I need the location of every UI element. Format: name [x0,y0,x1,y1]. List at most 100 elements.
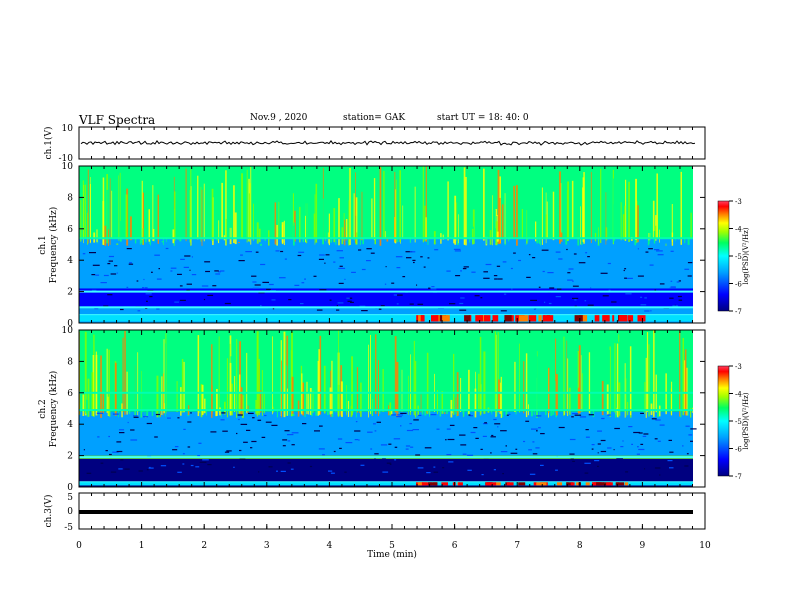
spectrogram-streak [491,349,493,415]
spectrogram-hot-spot [533,482,537,486]
spectrogram-speckle [378,308,382,310]
spectrogram-speckle [252,417,255,419]
spectrogram-streak [399,170,401,242]
spectrogram-speckle [215,273,221,275]
spectrogram-streak [492,195,493,246]
spectrogram-speckle [144,287,148,289]
spectrogram-streak [671,204,673,243]
spectrogram-speckle [177,273,182,275]
ch3-tick-minus5: -5 [64,523,73,533]
spectrogram-streak [675,203,676,242]
spectrogram-streak [402,205,404,239]
spectrogram-speckle [428,287,431,289]
spectrogram-streak [281,360,282,418]
spectrogram-layer [79,288,693,308]
spectrogram-speckle [280,250,284,253]
spectrogram-speckle [319,254,325,256]
spectrogram-speckle [174,301,179,303]
spectrogram-streak [297,400,300,417]
spectrogram-streak [301,373,303,415]
spectrogram-speckle [358,439,360,441]
spectrogram-speckle [325,254,330,256]
spectrogram-streak [100,355,102,418]
spectrogram-streak [578,345,581,414]
spectrogram-speckle [240,254,243,256]
spectrogram-streak [653,330,655,417]
spectrogram-speckle [409,303,414,305]
spectrogram-streak [453,238,455,244]
spectrogram-streak [144,363,146,415]
spectrogram-speckle [239,449,242,452]
spectrogram-speckle [138,470,143,472]
spectrogram-streak [410,354,411,413]
spectrogram-streak [91,372,94,417]
spectrogram-speckle [607,414,611,416]
spectrogram-speckle [659,424,665,426]
spectrogram-streak [238,242,240,244]
spectrogram-speckle [374,453,379,455]
spectrogram-streak [616,343,619,418]
colorbar-tick-label: -6 [735,446,742,454]
spectrogram-speckle [118,468,123,470]
spectrogram-speckle [406,429,414,432]
spectrogram-speckle [447,438,455,441]
spectrogram-streak [384,231,386,240]
spectrogram-speckle [466,454,474,456]
spectrogram-streak [501,335,504,418]
spectrogram-speckle [506,414,509,416]
spectrogram-speckle [459,309,467,311]
spectrogram-speckle [532,257,536,259]
spectrogram-speckle [149,296,153,298]
spectrogram-speckle [248,412,254,414]
spectrogram-speckle [238,260,245,262]
spectrogram-speckle [526,276,531,278]
spectrogram-speckle [669,297,674,299]
spectrogram-speckle [530,299,537,301]
spectrogram-streak [597,178,600,246]
spectrogram-speckle [640,412,644,414]
spectrogram-streak [221,182,223,239]
spectrogram-streak [601,380,604,416]
spectrogram-hot-spot [570,482,575,486]
spectrogram-streak [581,226,583,246]
spectrogram-streak [286,388,288,416]
spectrogram-speckle [148,467,154,469]
spectrogram-speckle [183,428,186,430]
spectrogram-band [79,456,693,459]
spectrogram-speckle [544,301,546,303]
spectrogram-streak [335,353,337,413]
time-tick-label: 9 [640,541,646,551]
spectrogram-speckle [291,432,299,434]
spectrogram-speckle [558,426,565,429]
spectrogram-streak [686,367,688,416]
spectrogram-streak [250,167,252,245]
spectrogram-speckle [448,461,454,463]
spectrogram-streak [494,331,496,412]
spectrogram-speckle [511,288,513,290]
spectrogram-streak [292,200,293,240]
time-tick-label: 3 [264,541,270,551]
spectrogram-streak [216,388,218,416]
spectrogram-speckle [555,251,561,253]
spectrogram-speckle [179,285,183,287]
spectrogram-streak [483,168,485,241]
spectrogram-low-band [79,315,693,322]
spectrogram-hot-spot [627,315,634,322]
spectrogram-speckle [290,468,294,470]
spectrogram-streak [312,390,314,413]
spectrogram-streak [140,169,142,244]
spectrogram-speckle [133,416,139,418]
spectrogram-speckle [572,413,579,415]
spectrogram-speckle [265,421,272,423]
spectrogram-speckle [588,414,594,416]
spectrogram-streak [180,347,182,413]
spectrogram-streak [684,217,686,244]
spectrogram-streak [183,361,185,413]
spectrogram-speckle [318,258,324,260]
spectrogram-streak [142,192,144,245]
spectrogram-hot-spot [594,315,600,322]
time-tick-label: 7 [514,541,520,551]
spectrogram-streak [683,360,686,412]
spectrogram-streak [678,185,680,239]
spectrogram-streak [114,362,117,416]
